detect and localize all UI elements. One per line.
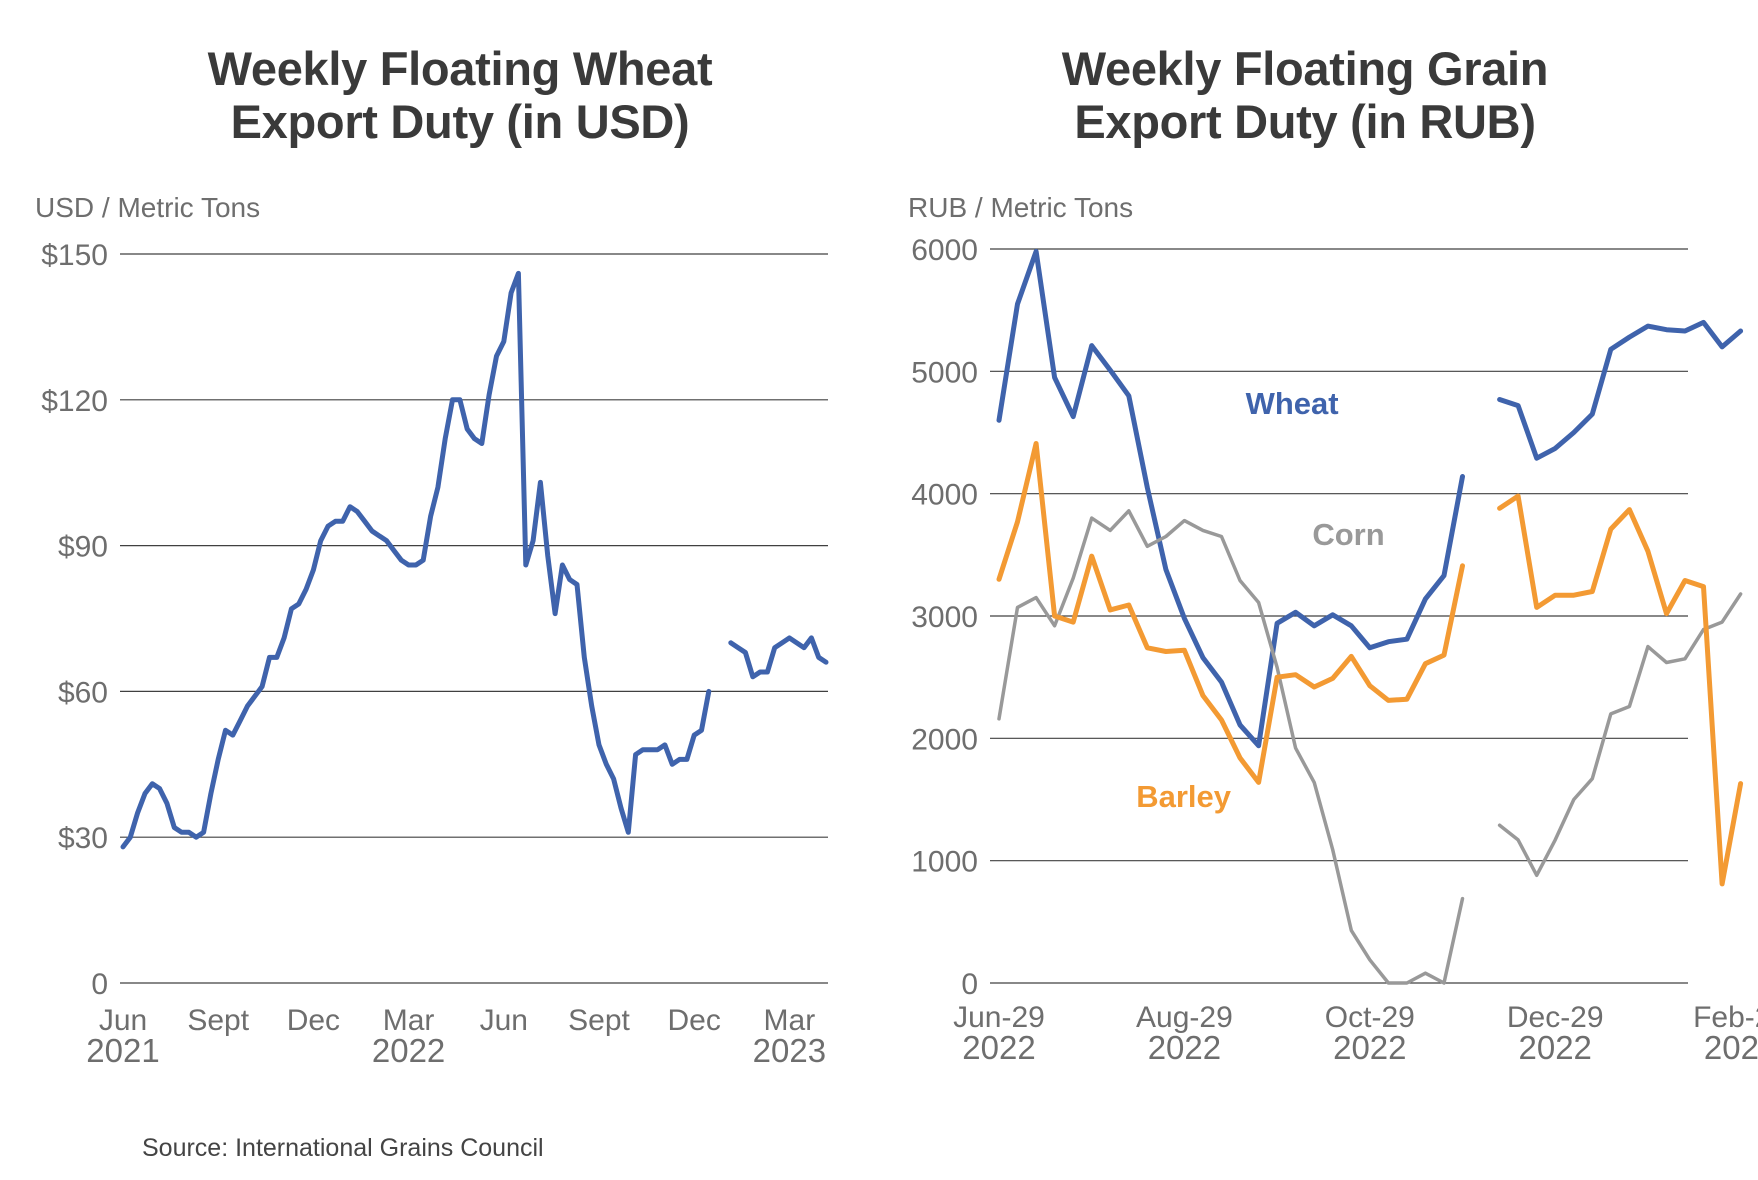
left-x-tick-year: 2023: [753, 1032, 826, 1069]
grain-rub-chart: RUB / Metric Tons 0 1000 2000 3000 4000 5000 60…: [908, 192, 1758, 1066]
left-y-tick-label: $60: [58, 676, 108, 709]
right-x-tick-label: Aug-29: [1136, 1001, 1233, 1034]
right-y-tick-label: 5000: [911, 356, 978, 389]
right-x-tick-label: Dec-29: [1507, 1001, 1604, 1034]
left-title-line-1: Weekly Floating Wheat: [207, 42, 713, 95]
left-title-line-2: Export Duty (in USD): [230, 95, 690, 148]
right-x-tick-year: 2022: [962, 1029, 1035, 1066]
right-corn-line-segment-2: [1497, 592, 1743, 878]
left-chart-title: Weekly Floating Wheat Export Duty (in US…: [120, 42, 800, 148]
left-x-tick-label: Jun: [99, 1004, 147, 1037]
left-y-tick-label: $30: [58, 822, 108, 855]
right-title-line-2: Export Duty (in RUB): [1074, 95, 1536, 148]
left-x-tick-label: Dec: [668, 1004, 721, 1037]
right-barley-series-label: Barley: [1136, 779, 1232, 814]
right-y-tick-label: 0: [961, 968, 978, 1001]
left-x-tick-year: 2021: [86, 1032, 159, 1069]
left-wheat-line-segment-1: [120, 270, 712, 850]
right-y-tick-label: 4000: [911, 479, 978, 512]
right-x-tick-label: Feb-29: [1693, 1001, 1758, 1034]
right-y-tick-label: 6000: [911, 234, 978, 267]
right-wheat-series-label: Wheat: [1246, 386, 1339, 421]
left-x-tick-label: Jun: [480, 1004, 528, 1037]
left-x-tick-label: Mar: [383, 1004, 435, 1037]
right-barley-line-segment-2: [1497, 493, 1744, 887]
wheat-usd-chart: USD / Metric Tons0$30$60$90$120$150Jun20…: [35, 192, 829, 1069]
left-x-tick-label: Dec: [287, 1004, 340, 1037]
left-y-unit-label: USD / Metric Tons: [35, 192, 260, 223]
left-x-tick-label: Sept: [187, 1004, 249, 1037]
right-wheat-line-segment-2: [1497, 319, 1744, 461]
left-y-tick-label: $150: [41, 239, 108, 272]
right-y-tick-label: 2000: [911, 723, 978, 756]
right-x-tick-year: 2022: [1333, 1029, 1406, 1066]
right-x-tick-label: Jun-29: [953, 1001, 1045, 1034]
left-y-tick-label: $90: [58, 531, 108, 564]
right-corn-line-segment-1: [997, 509, 1465, 985]
left-y-tick-label: 0: [91, 968, 108, 1001]
right-barley-line-segment-1: [996, 441, 1465, 785]
left-x-tick-year: 2022: [372, 1032, 445, 1069]
left-y-tick-label: $120: [41, 385, 108, 418]
source-note: Source: International Grains Council: [142, 1134, 544, 1162]
right-title-line-1: Weekly Floating Grain: [1061, 42, 1549, 95]
left-x-tick-label: Mar: [764, 1004, 816, 1037]
right-y-tick-label: 1000: [911, 846, 978, 879]
right-y-unit-label: RUB / Metric Tons: [908, 192, 1133, 223]
right-x-tick-label: Oct-29: [1325, 1001, 1415, 1034]
right-y-tick-label: 3000: [911, 601, 978, 634]
right-x-tick-year: 2022: [1519, 1029, 1592, 1066]
left-wheat-line-segment-2: [728, 635, 829, 680]
left-x-tick-label: Sept: [568, 1004, 630, 1037]
right-chart-title: Weekly Floating Grain Export Duty (in RU…: [955, 42, 1655, 148]
right-corn-series-label: Corn: [1312, 517, 1384, 552]
right-x-tick-year: 2022: [1148, 1029, 1221, 1066]
right-x-tick-year: 2023: [1704, 1029, 1758, 1066]
right-wheat-line-segment-1: [996, 248, 1465, 749]
